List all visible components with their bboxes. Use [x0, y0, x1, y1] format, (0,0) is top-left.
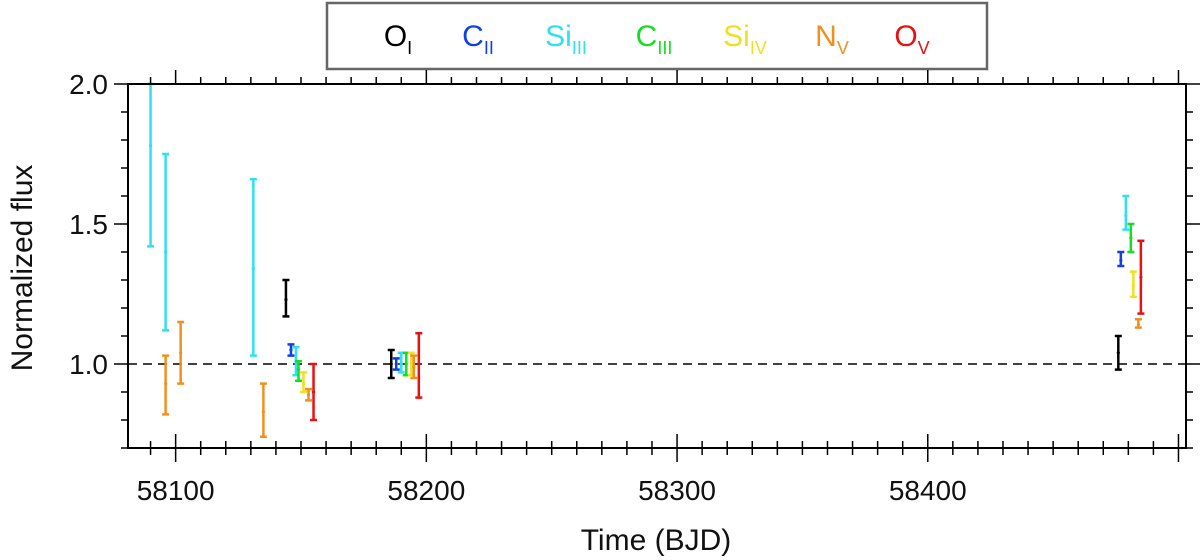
data-point	[404, 362, 408, 366]
error-bar	[387, 348, 395, 380]
series-C-III	[294, 222, 1135, 383]
data-point	[296, 368, 301, 372]
data-point	[409, 362, 413, 366]
data-point	[251, 267, 255, 271]
y-tick-label: 2.0	[69, 69, 108, 100]
legend-entry-stage: II	[484, 38, 494, 58]
legend-entry-ion: Si	[723, 20, 750, 53]
series-N-V	[162, 317, 1142, 439]
error-bar	[162, 152, 170, 332]
error-bar	[259, 382, 267, 439]
error-bar	[299, 371, 307, 394]
ticks: 58100 58200 58300 58400 1.0 1.5 2.0	[69, 69, 1200, 506]
series-Si-III	[147, 82, 1130, 377]
x-axis-label: Time (BJD)	[581, 524, 732, 557]
legend-entry-ion: O	[894, 20, 917, 53]
data-point	[164, 250, 168, 254]
data-point	[1116, 351, 1120, 355]
error-bar	[1137, 239, 1145, 315]
legend-entry-stage: V	[837, 38, 849, 58]
legend-entry-stage: I	[407, 38, 412, 58]
error-bar	[1134, 317, 1142, 329]
error-bar	[310, 362, 318, 422]
data-point	[1119, 258, 1123, 262]
error-bar	[177, 320, 185, 385]
legend-entry: CII	[462, 20, 494, 58]
data-point	[289, 348, 293, 352]
data-point	[1136, 323, 1140, 327]
series-layer	[147, 82, 1145, 439]
series-C-II	[287, 250, 1125, 371]
legend-entry-ion: C	[636, 20, 658, 53]
data-point	[311, 390, 316, 394]
data-point	[412, 365, 416, 369]
data-point	[284, 298, 288, 302]
legend-entry-ion: Si	[545, 20, 572, 53]
y-tick-label: 1.5	[69, 209, 108, 240]
error-bar	[249, 177, 257, 357]
data-point	[301, 382, 306, 386]
data-point	[394, 362, 398, 366]
legend-entry-stage: III	[657, 38, 672, 58]
legend-entry-stage: III	[572, 38, 587, 58]
error-bar	[287, 343, 295, 357]
legend-entry: OV	[894, 20, 929, 58]
y-axis-label: Normalized flux	[6, 165, 39, 372]
data-point	[1139, 275, 1143, 279]
error-bar	[392, 357, 400, 371]
y-tick-label: 1.0	[69, 349, 108, 380]
legend-entry-stage: IV	[750, 38, 767, 58]
data-point	[306, 393, 311, 397]
error-bar	[1129, 270, 1137, 299]
error-bar	[1114, 334, 1122, 371]
legend: OI CII SiIII CIII SiIV NV OV	[384, 20, 930, 58]
legend-entry: OI	[384, 20, 412, 58]
x-tick-label: 58200	[387, 475, 465, 506]
data-point	[164, 382, 168, 386]
series-O-V	[310, 239, 1145, 422]
data-point	[148, 144, 153, 148]
legend-entry-ion: C	[462, 20, 484, 53]
error-bar	[305, 387, 313, 402]
data-point	[179, 351, 183, 355]
error-bar	[282, 278, 290, 318]
data-point	[399, 362, 403, 366]
data-point	[417, 362, 421, 366]
data-point	[1124, 214, 1128, 218]
data-point	[1129, 236, 1133, 240]
error-bar	[1127, 222, 1135, 254]
error-bar	[410, 354, 418, 380]
legend-entry-stage: V	[918, 38, 930, 58]
legend-entry-ion: O	[384, 20, 407, 53]
legend-box	[325, 1, 989, 71]
legend-entry: SiIV	[723, 20, 767, 58]
legend-entry: NV	[815, 20, 849, 58]
legend-entry: SiIII	[545, 20, 587, 58]
x-tick-label: 58100	[137, 475, 215, 506]
series-O-I	[282, 278, 1122, 380]
x-tick-label: 58300	[638, 475, 716, 506]
error-bar	[147, 82, 155, 248]
error-bar	[1117, 250, 1125, 268]
data-point	[389, 362, 393, 366]
error-bar	[1122, 194, 1130, 231]
data-point	[1131, 284, 1135, 288]
x-tick-label: 58400	[889, 475, 967, 506]
legend-entry-ion: N	[815, 20, 837, 53]
legend-entry: CIII	[636, 20, 673, 58]
series-Si-IV	[299, 270, 1137, 394]
error-bar	[162, 354, 170, 416]
data-point	[261, 410, 265, 414]
error-bar	[415, 331, 423, 399]
plot-frame	[127, 83, 1187, 449]
error-bar	[294, 359, 302, 383]
